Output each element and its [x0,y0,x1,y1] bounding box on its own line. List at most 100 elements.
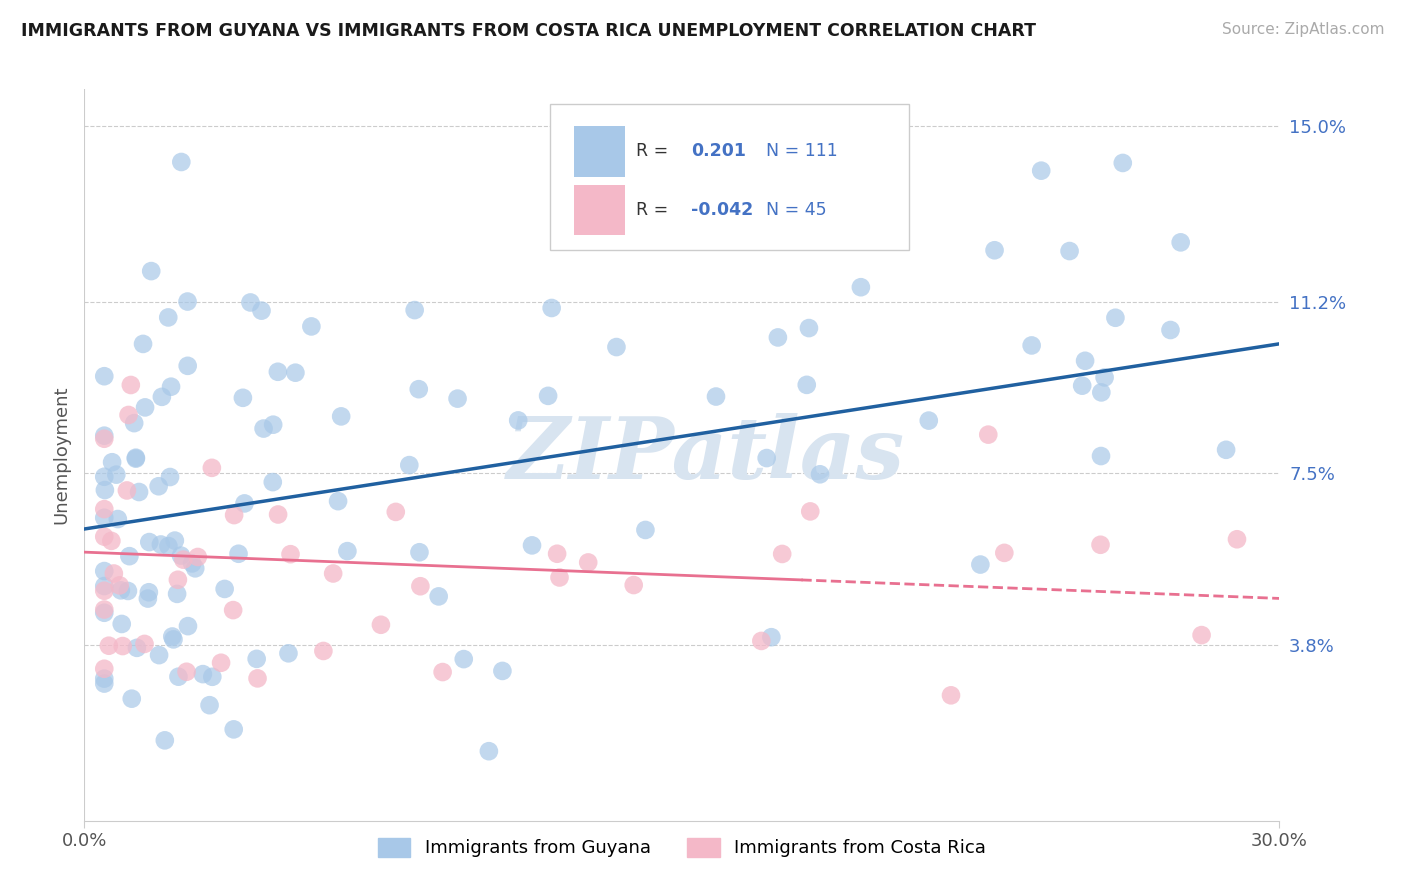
Point [262,417,284,432]
Point [148,648,170,662]
Text: 0.201: 0.201 [692,143,747,161]
Point [398,458,420,472]
Point [222,723,245,737]
Point [330,409,353,424]
Point [408,382,430,396]
Point [134,637,156,651]
Point [170,155,193,169]
Point [326,494,349,508]
Point [125,451,148,466]
Point [157,310,180,325]
Point [93,583,115,598]
Point [1170,235,1192,250]
Text: R =: R = [637,143,675,161]
Point [849,280,872,294]
Point [634,523,657,537]
Point [404,303,426,318]
Text: IMMIGRANTS FROM GUYANA VS IMMIGRANTS FROM COSTA RICA UNEMPLOYMENT CORRELATION CH: IMMIGRANTS FROM GUYANA VS IMMIGRANTS FRO… [21,22,1036,40]
Point [167,573,190,587]
Point [93,369,115,384]
Point [138,535,160,549]
Point [128,485,150,500]
Legend: Immigrants from Guyana, Immigrants from Costa Rica: Immigrants from Guyana, Immigrants from … [368,829,995,866]
Point [605,340,627,354]
Point [766,330,789,344]
Point [150,390,173,404]
Point [121,691,143,706]
Point [770,547,793,561]
Point [277,646,299,660]
Point [1090,538,1112,552]
Point [799,504,821,518]
Point [132,337,155,351]
Point [408,545,430,559]
Point [546,547,568,561]
Point [796,377,818,392]
Point [134,401,156,415]
Point [808,467,831,482]
Point [1094,370,1116,384]
Point [548,570,571,584]
FancyBboxPatch shape [551,103,910,250]
Point [93,662,115,676]
Point [93,502,115,516]
Text: Source: ZipAtlas.com: Source: ZipAtlas.com [1222,22,1385,37]
Point [93,564,115,578]
FancyBboxPatch shape [575,185,624,235]
Point [284,366,307,380]
Point [93,602,115,616]
Point [167,670,190,684]
Point [322,566,344,581]
Point [149,537,172,551]
Point [93,510,115,524]
Point [246,672,269,686]
Point [105,467,128,482]
Point [162,632,184,647]
Point [125,640,148,655]
Point [176,359,198,373]
Y-axis label: Unemployment: Unemployment [52,385,70,524]
Point [478,744,501,758]
Point [370,617,392,632]
Point [214,582,236,596]
Point [252,421,274,435]
Point [177,619,200,633]
Point [162,630,184,644]
Point [576,556,599,570]
Point [176,294,198,309]
Point [160,380,183,394]
Point [983,244,1005,258]
Point [267,508,290,522]
Point [187,549,209,564]
Point [153,733,176,747]
Point [520,538,543,552]
Point [120,378,142,392]
Point [93,672,115,686]
Point [262,475,284,489]
Point [93,530,115,544]
Point [117,583,139,598]
Point [491,664,513,678]
Point [1160,323,1182,337]
Point [977,427,1000,442]
Point [172,552,194,566]
Point [110,583,132,598]
Point [453,652,475,666]
Point [209,656,232,670]
Point [384,505,406,519]
Point [93,579,115,593]
Point [138,585,160,599]
Point [122,416,145,430]
Point [184,561,207,575]
Point [1074,353,1097,368]
Point [136,591,159,606]
Point [280,547,302,561]
Point [97,639,120,653]
Point [749,634,772,648]
Point [918,414,941,428]
Point [1090,385,1112,400]
Point [198,698,221,713]
Point [170,549,193,563]
Text: N = 111: N = 111 [766,143,838,161]
Point [115,483,138,498]
